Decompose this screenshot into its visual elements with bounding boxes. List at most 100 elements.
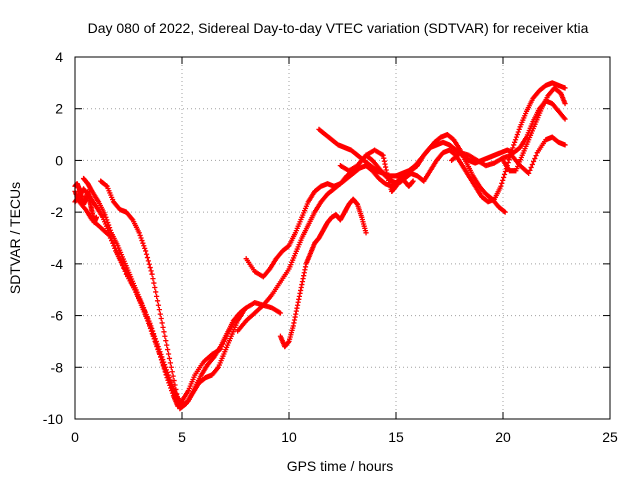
data-point [162,364,169,370]
data-point [140,240,146,246]
x-tick-label: 10 [281,429,297,445]
y-tick-label: -6 [51,308,64,324]
y-tick-label: -8 [51,359,64,375]
data-point [501,208,507,215]
grid [75,57,610,419]
data-point [145,258,151,264]
data-point [528,164,534,171]
data-point [502,168,509,175]
data-point [148,268,154,274]
data-point [510,145,516,151]
x-tick-label: 0 [71,429,79,445]
y-tick-label: -2 [51,204,64,220]
data-point [159,320,165,326]
series-6 [277,196,369,350]
data-point [562,100,568,107]
plot-frame [74,56,611,420]
data-point [142,245,148,251]
data-point [499,180,505,186]
series-10 [72,181,99,226]
data-point [149,271,155,277]
data-point [277,310,284,316]
data-point [103,214,109,220]
data-point [106,225,113,231]
data-point [107,227,114,233]
data-point [171,377,177,384]
data-point [529,161,535,168]
data-point [173,386,179,393]
data-point [169,369,175,375]
data-point [138,235,144,241]
data-point [161,329,167,335]
data-point [158,351,164,357]
data-point [150,276,156,282]
data-point [164,369,170,376]
data-point [147,264,153,271]
data-point [93,214,99,220]
data-point [143,248,149,254]
data-points [72,80,568,412]
data-point [155,344,161,350]
data-point [363,230,369,236]
x-tick-label: 25 [602,429,618,445]
data-point [158,315,164,322]
y-tick-labels: -10 -8 -6 -4 -2 0 2 4 [43,49,63,427]
data-point [172,382,178,388]
data-point [514,131,520,138]
x-tick-label: 20 [495,429,511,445]
data-point [165,351,172,357]
data-point [170,373,176,379]
series-2 [80,175,249,409]
y-tick-label: 2 [55,101,63,117]
data-point [530,158,537,165]
data-point [157,349,163,355]
data-point [160,356,166,363]
data-point [501,171,508,178]
data-point [167,360,173,366]
data-point [562,85,568,91]
data-point [161,359,167,365]
data-point [498,183,504,189]
series-8 [337,147,416,195]
data-point [512,137,519,143]
data-point [152,284,158,291]
data-point [502,209,508,215]
data-point [143,251,150,257]
series-11 [500,85,568,174]
data-point [156,346,162,352]
data-point [104,217,110,223]
data-point [154,298,161,304]
data-point [168,364,174,370]
y-tick-label: 0 [55,152,63,168]
data-point [532,155,538,162]
data-point [163,367,170,373]
data-point [533,153,539,159]
data-point [103,182,109,189]
data-point [157,311,163,317]
data-point [174,391,180,397]
chart-title: Day 080 of 2022, Sidereal Day-to-day VTE… [88,20,589,36]
data-point [153,338,159,345]
data-point [148,323,154,329]
data-point [516,126,522,132]
data-point [141,243,147,249]
data-point [562,142,568,148]
data-point [166,355,173,362]
data-point [161,362,168,368]
data-point [243,305,249,311]
data-point [512,139,518,145]
data-point [500,177,506,183]
x-tick-label: 15 [388,429,404,445]
data-point [137,232,143,239]
data-point [102,212,108,218]
data-point [562,116,568,122]
data-point [151,333,158,339]
data-point [106,222,112,228]
data-point [147,320,153,326]
data-point [150,328,156,334]
data-point [410,178,416,184]
data-point [154,293,160,299]
data-point [515,129,521,135]
data-point [154,341,160,347]
